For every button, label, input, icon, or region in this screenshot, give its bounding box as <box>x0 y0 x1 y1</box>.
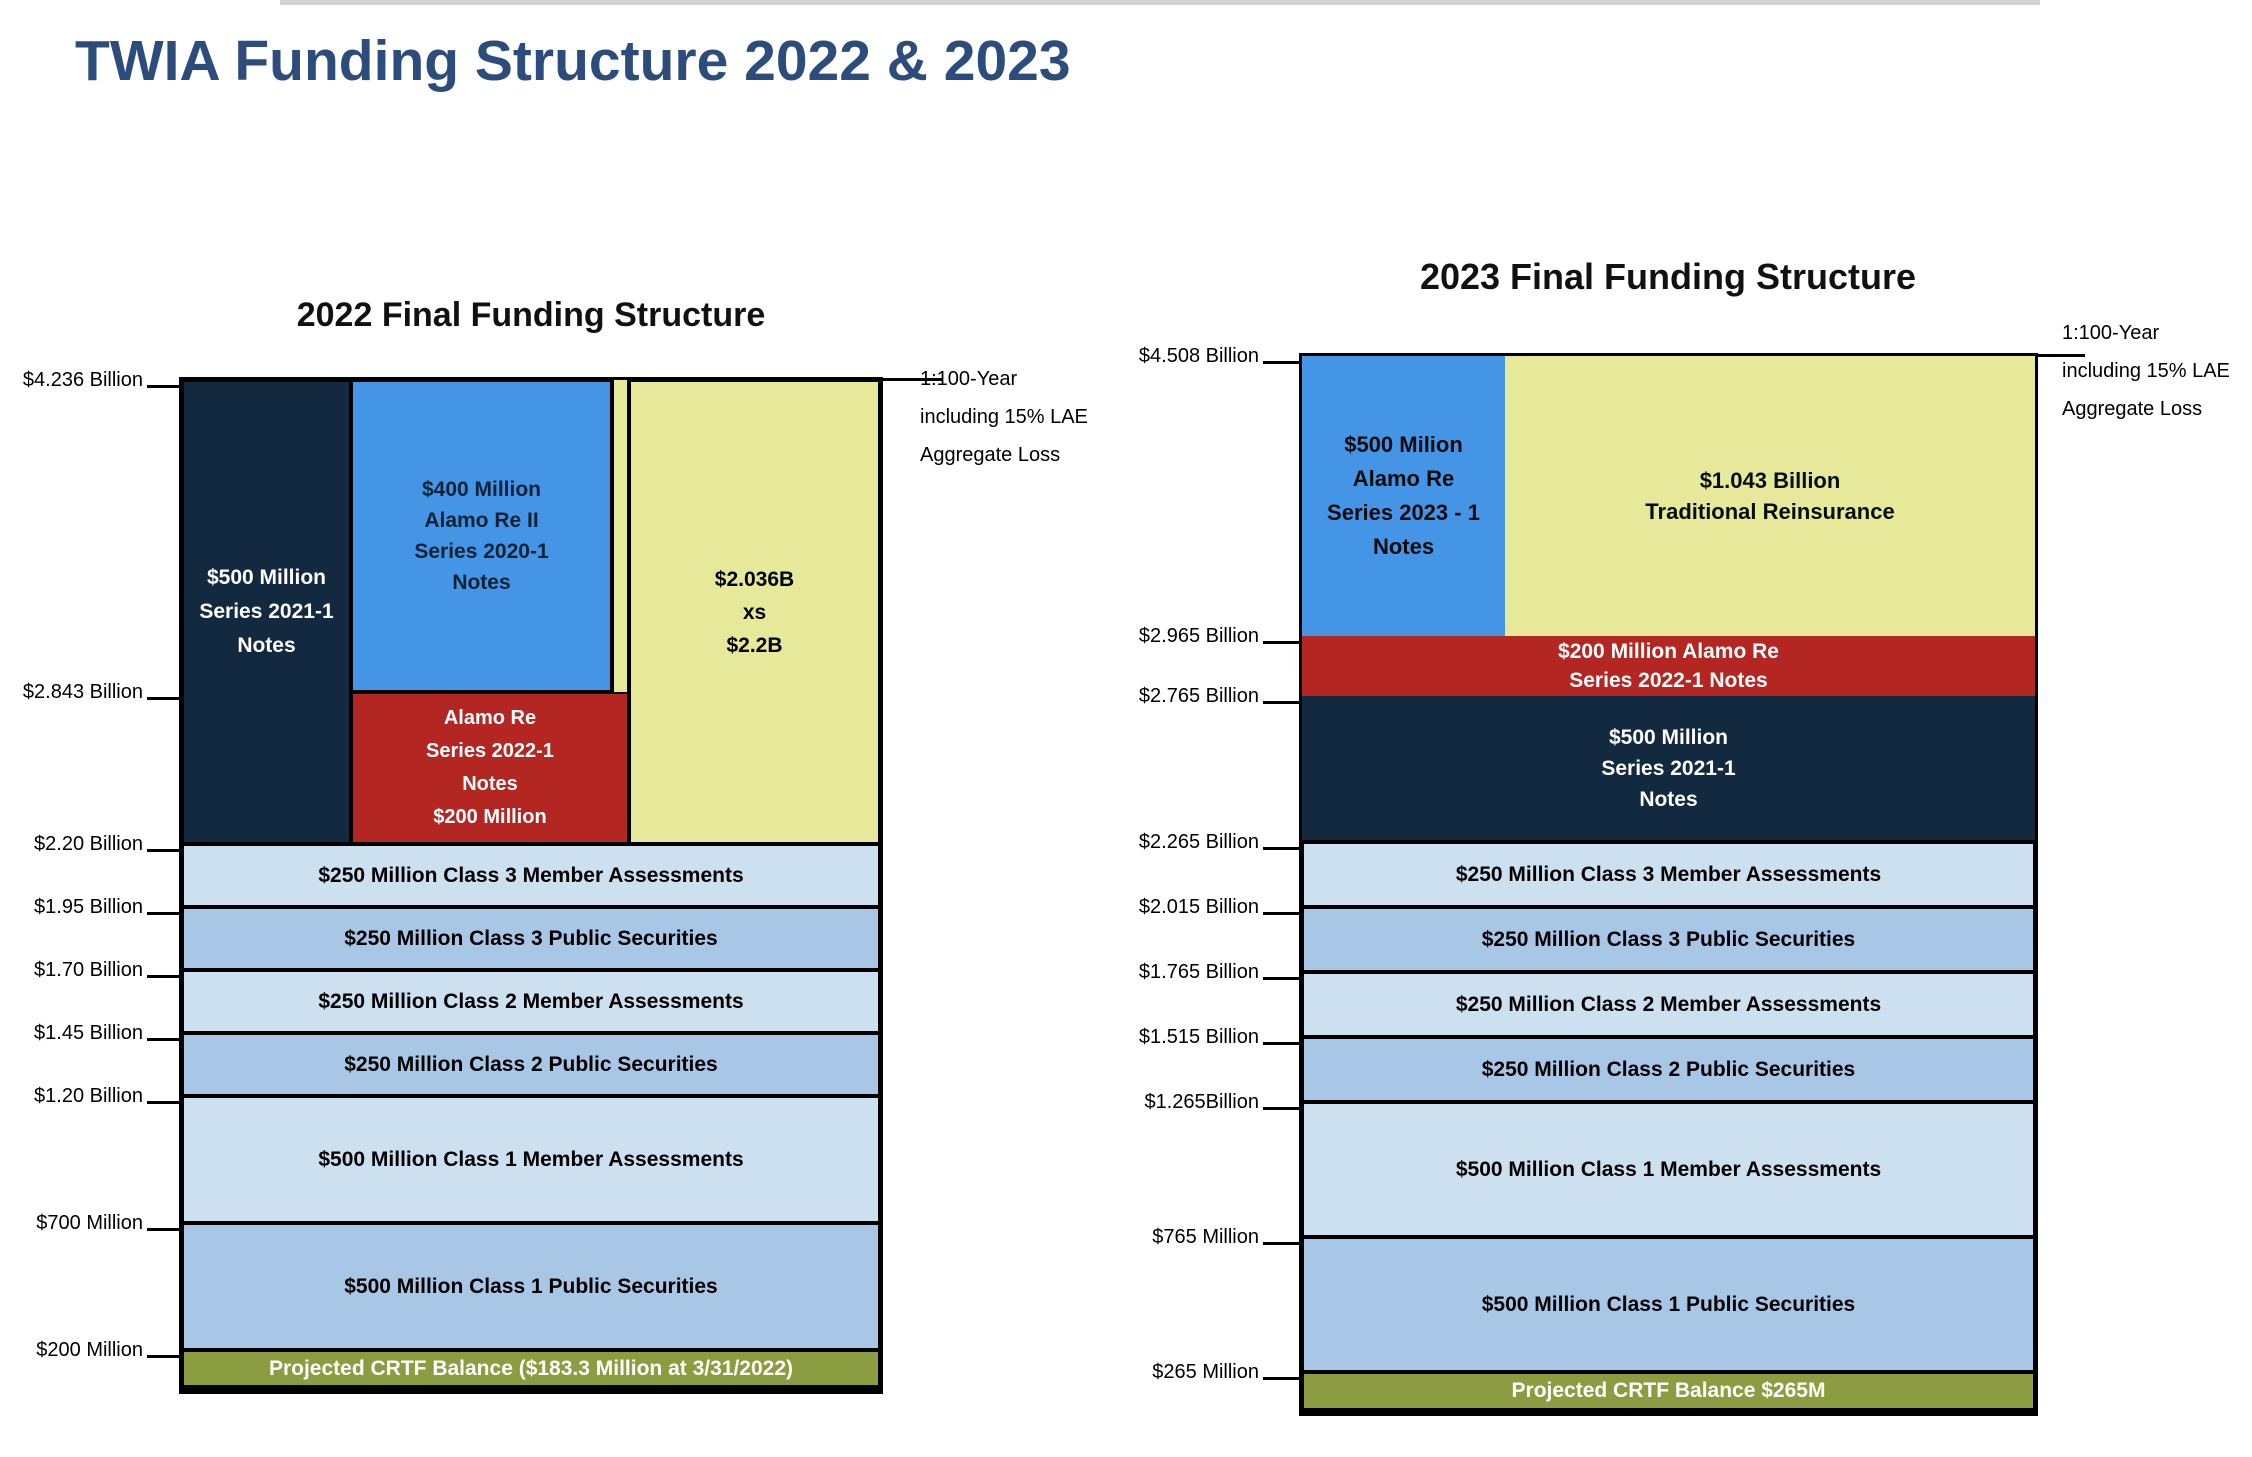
tick-2022-4236: $4.236 Billion <box>22 369 143 391</box>
segment-2023-alamo-re-2023-1-notes: $500 Milion Alamo Re Series 2023 - 1 Not… <box>1302 356 1505 636</box>
row-2022-class2-public-securities: $250 Million Class 2 Public Securities <box>182 1033 880 1096</box>
tick-2023-265: $265 Million <box>1152 1361 1259 1383</box>
tick-line <box>147 1355 182 1358</box>
row-2022-class3-public-securities: $250 Million Class 3 Public Securities <box>182 907 880 970</box>
window-edge-artifact <box>280 0 2040 5</box>
row-2023-class2-public-securities: $250 Million Class 2 Public Securities <box>1302 1037 2035 1102</box>
tick-line <box>1263 847 1302 850</box>
tick-2022-700: $700 Million <box>36 1212 143 1234</box>
tick-line <box>147 385 182 388</box>
tick-2022-2843: $2.843 Billion <box>22 681 143 703</box>
tick-line <box>147 975 182 978</box>
tick-2022-1700: $1.70 Billion <box>34 959 143 981</box>
tick-line <box>147 849 182 852</box>
row-2022-class3-member-assessments: $250 Million Class 3 Member Assessments <box>182 844 880 907</box>
tick-line <box>147 1228 182 1231</box>
row-2023-class1-member-assessments: $500 Million Class 1 Member Assessments <box>1302 1102 2035 1237</box>
tick-2023-2765: $2.765 Billion <box>1138 685 1259 707</box>
tick-line <box>1263 701 1302 704</box>
row-2022-projected-crtf-balance: Projected CRTF Balance ($183.3 Million a… <box>182 1350 880 1387</box>
annotation-connector-line <box>880 378 942 381</box>
page-title: TWIA Funding Structure 2022 & 2023 <box>75 29 1071 93</box>
tick-2023-765: $765 Million <box>1152 1226 1259 1248</box>
tick-line <box>147 1101 182 1104</box>
row-2023-class3-member-assessments: $250 Million Class 3 Member Assessments <box>1302 842 2035 907</box>
segment-2022-traditional-reinsurance: $2.036B xs $2.2B <box>629 380 880 844</box>
tick-2022-2200: $2.20 Billion <box>34 833 143 855</box>
tick-2023-1765: $1.765 Billion <box>1138 961 1259 983</box>
tick-line <box>1263 912 1302 915</box>
tick-line <box>1263 1242 1302 1245</box>
tick-line <box>1263 977 1302 980</box>
tick-line <box>1263 1377 1302 1380</box>
tick-2022-1200: $1.20 Billion <box>34 1085 143 1107</box>
chart-2022-title: 2022 Final Funding Structure <box>296 296 766 334</box>
tick-2023-1265: $1.265Billion <box>1144 1091 1259 1113</box>
tick-line <box>147 697 182 700</box>
row-2023-class3-public-securities: $250 Million Class 3 Public Securities <box>1302 907 2035 972</box>
row-2022-class1-member-assessments: $500 Million Class 1 Member Assessments <box>182 1096 880 1223</box>
tick-2023-1515: $1.515 Billion <box>1138 1026 1259 1048</box>
tick-line <box>147 1038 182 1041</box>
row-2022-class1-public-securities: $500 Million Class 1 Public Securities <box>182 1223 880 1350</box>
tick-2023-2265: $2.265 Billion <box>1138 831 1259 853</box>
row-2023-class2-member-assessments: $250 Million Class 2 Member Assessments <box>1302 972 2035 1037</box>
tick-2023-4508: $4.508 Billion <box>1138 345 1259 367</box>
segment-2023-traditional-reinsurance: $1.043 Billion Traditional Reinsurance <box>1505 356 2035 636</box>
chart-2022-annotation: 1:100-Year including 15% LAE Aggregate L… <box>920 368 1088 466</box>
tick-2022-1450: $1.45 Billion <box>34 1022 143 1044</box>
segment-2022-yellow-strip <box>612 380 629 692</box>
tick-line <box>147 912 182 915</box>
tick-2023-2015: $2.015 Billion <box>1138 896 1259 918</box>
tick-2022-1950: $1.95 Billion <box>34 896 143 918</box>
segment-2023-alamo-re-2022-1-notes: $200 Million Alamo Re Series 2022-1 Note… <box>1302 636 2035 696</box>
tick-line <box>1263 1107 1302 1110</box>
chart-2023-annotation: 1:100-Year including 15% LAE Aggregate L… <box>2062 322 2230 420</box>
row-2023-class1-public-securities: $500 Million Class 1 Public Securities <box>1302 1237 2035 1372</box>
annotation-connector-line <box>2035 354 2085 357</box>
row-2023-projected-crtf-balance: Projected CRTF Balance $265M <box>1302 1372 2035 1410</box>
tick-line <box>1263 641 1302 644</box>
tick-line <box>1263 361 1302 364</box>
row-2022-class2-member-assessments: $250 Million Class 2 Member Assessments <box>182 970 880 1033</box>
segment-2023-series-2021-1-notes: $500 Million Series 2021-1 Notes <box>1302 696 2035 842</box>
tick-2023-2965: $2.965 Billion <box>1138 625 1259 647</box>
segment-2022-alamo-re-2022-1-notes: Alamo Re Series 2022-1 Notes $200 Millio… <box>351 692 629 844</box>
segment-2022-series-2021-1-notes: $500 Million Series 2021-1 Notes <box>182 380 351 844</box>
chart-2023-title: 2023 Final Funding Structure <box>1419 256 1917 297</box>
tick-line <box>1263 1042 1302 1045</box>
segment-2022-alamo-re-ii-2020-1-notes: $400 Million Alamo Re II Series 2020-1 N… <box>351 380 612 692</box>
tick-2022-200: $200 Million <box>36 1339 143 1361</box>
